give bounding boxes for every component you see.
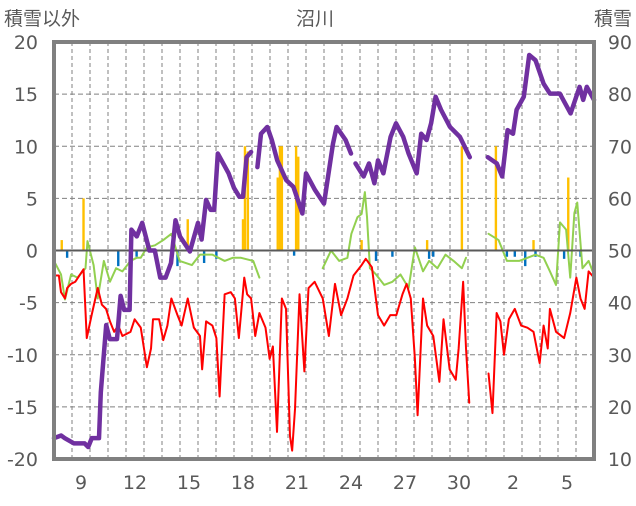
left-tick-label: -10 — [7, 345, 38, 367]
orange-bar — [276, 177, 279, 251]
blue-bar — [534, 250, 537, 257]
left-tick-label: -5 — [19, 293, 38, 315]
snow-depth-line — [353, 94, 473, 186]
blue-bar — [202, 250, 206, 264]
blue-bar — [427, 250, 431, 259]
blue-bar — [513, 250, 516, 257]
chart-title: 沼川 — [296, 8, 334, 30]
bars — [60, 146, 582, 267]
left-tick-label: 20 — [14, 32, 38, 54]
right-tick-label: 80 — [608, 84, 632, 106]
blue-bar — [292, 250, 296, 256]
blue-bar — [135, 250, 138, 257]
orange-bar — [425, 240, 429, 251]
plot-border — [52, 40, 596, 461]
right-tick-label: 30 — [608, 345, 632, 367]
snow-depth-line — [51, 149, 254, 450]
left-tick-label: -15 — [7, 397, 38, 419]
left-axis-title: 積雪以外 — [4, 8, 80, 30]
orange-bar — [243, 146, 247, 251]
right-tick-label: 20 — [608, 397, 632, 419]
right-tick-label: 60 — [608, 188, 632, 210]
left-tick-label: 10 — [14, 136, 38, 158]
blue-bar — [432, 250, 435, 257]
blue-bar — [374, 250, 378, 261]
blue-bar — [117, 250, 120, 267]
blue-bar — [215, 250, 218, 259]
right-tick-label: 90 — [608, 32, 632, 54]
orange-bar — [82, 198, 85, 251]
snow-depth-line — [255, 124, 354, 216]
x-tick-label: 30 — [447, 472, 471, 494]
x-tick-label: 21 — [285, 472, 309, 494]
x-tick-label: 2 — [507, 472, 519, 494]
right-axis-title: 積雪 — [594, 8, 632, 30]
x-tick-label: 9 — [75, 472, 87, 494]
green-series-line — [321, 191, 468, 290]
orange-bar — [494, 146, 498, 251]
right-tick-label: 10 — [608, 449, 632, 471]
orange-bar — [186, 219, 189, 251]
snow-depth-line — [485, 52, 597, 179]
orange-bar — [567, 177, 570, 251]
orange-bar — [532, 240, 535, 251]
orange-bar — [278, 146, 282, 251]
series-lines — [51, 52, 597, 452]
green-series-line — [487, 201, 595, 286]
left-tick-label: 15 — [14, 84, 38, 106]
orange-bar — [241, 219, 245, 251]
x-tick-label: 15 — [177, 472, 201, 494]
right-tick-label: 50 — [608, 241, 632, 263]
x-tick-label: 24 — [339, 472, 363, 494]
red-series-line — [487, 270, 595, 415]
x-tick-label: 27 — [393, 472, 417, 494]
red-series-line — [53, 257, 471, 452]
blue-bar — [65, 250, 69, 258]
right-tick-label: 70 — [608, 136, 632, 158]
blue-bar — [176, 250, 179, 267]
x-tick-label: 12 — [123, 472, 147, 494]
right-tick-label: 40 — [608, 293, 632, 315]
blue-bar — [562, 250, 566, 259]
left-tick-label: -20 — [7, 449, 38, 471]
left-tick-label: 5 — [26, 188, 38, 210]
left-tick-label: 0 — [26, 241, 38, 263]
orange-bar — [460, 146, 464, 251]
blue-bar — [391, 250, 394, 257]
orange-bar — [246, 151, 250, 251]
x-tick-label: 18 — [231, 472, 255, 494]
orange-bar — [360, 240, 363, 251]
blue-bar — [505, 250, 509, 257]
x-tick-label: 5 — [561, 472, 573, 494]
orange-bar — [60, 240, 63, 251]
orange-bar — [280, 146, 284, 251]
